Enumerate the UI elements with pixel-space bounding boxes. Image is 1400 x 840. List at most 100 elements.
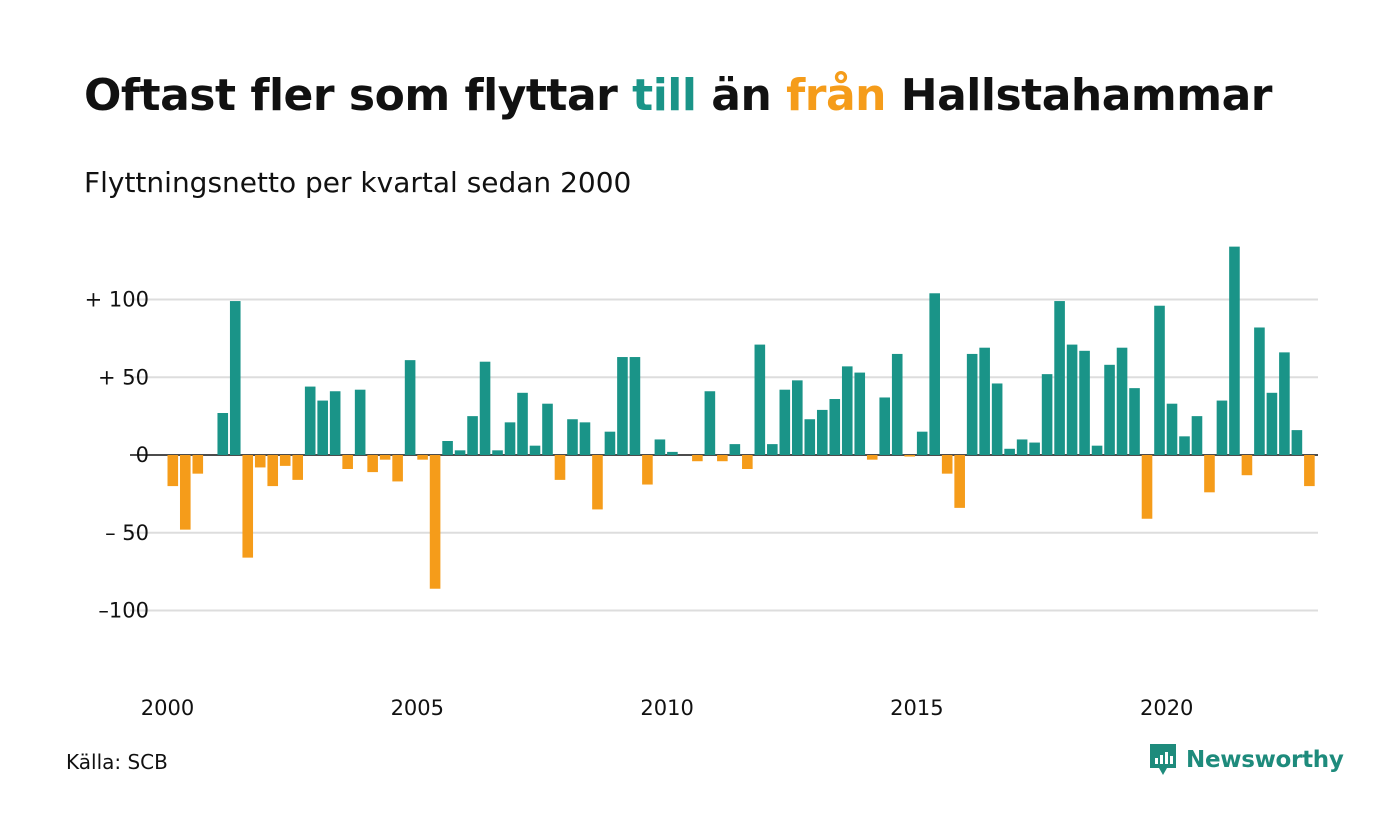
y-tick-label: – 50 (105, 521, 149, 545)
bar (392, 455, 403, 482)
bar (1141, 455, 1153, 519)
bar (529, 445, 541, 455)
y-tick-label: + 50 (98, 365, 149, 389)
bar (429, 455, 441, 589)
bar (517, 392, 528, 455)
bar (1166, 403, 1178, 455)
x-tick-label: 2020 (1140, 696, 1193, 720)
bar (1241, 455, 1253, 476)
y-tick-label: –100 (98, 599, 149, 623)
bar (292, 455, 303, 480)
bar (417, 455, 428, 460)
bar (1079, 350, 1090, 455)
bar (367, 455, 378, 473)
bar (254, 455, 266, 468)
bar (779, 389, 791, 455)
bar (1204, 455, 1215, 493)
bar (267, 455, 279, 487)
bar (792, 380, 803, 455)
x-tick-label: 2000 (141, 696, 194, 720)
bar (1216, 400, 1228, 455)
bar (1191, 416, 1203, 456)
bar (642, 455, 653, 485)
bar (929, 293, 940, 455)
bar (454, 450, 466, 455)
bar (592, 455, 603, 510)
bar (1104, 364, 1115, 455)
bar (1229, 246, 1240, 455)
bar (1054, 301, 1065, 455)
bar (379, 455, 391, 460)
bar (979, 347, 990, 455)
bar (1041, 374, 1053, 455)
bar (492, 450, 503, 455)
bar (1279, 352, 1290, 455)
bar (754, 344, 766, 456)
title-part-1: Oftast fler som flyttar (84, 70, 633, 121)
title-word-fran: från (786, 70, 886, 121)
bar (354, 389, 366, 455)
bar (729, 444, 741, 455)
bar (192, 455, 204, 474)
bar (717, 455, 728, 462)
bar (1116, 347, 1128, 455)
bar (304, 386, 316, 455)
bar (1291, 430, 1303, 455)
bar (1129, 388, 1140, 455)
x-tick-labels: 2000 2005 2010 2015 2020 (141, 696, 1194, 720)
bar (1091, 445, 1103, 455)
bar (442, 441, 453, 455)
bar (1016, 439, 1028, 455)
bar (1304, 455, 1315, 487)
bar (866, 455, 878, 460)
bar (179, 455, 191, 530)
bar (1254, 327, 1265, 455)
title-part-3: Hallstahammar (885, 70, 1273, 121)
y-tick-label: 0 (136, 443, 149, 467)
bar (742, 455, 753, 469)
bar (767, 444, 778, 455)
title-part-2: än (696, 70, 787, 121)
chart-title: Oftast fler som flyttar till än från Hal… (84, 70, 1272, 121)
bar (567, 419, 578, 456)
bar (479, 361, 491, 455)
bar (1066, 344, 1078, 456)
bar (242, 455, 254, 558)
bar (879, 397, 891, 455)
bar (554, 455, 566, 480)
bar (916, 431, 928, 455)
bar (279, 455, 291, 466)
bar (904, 455, 916, 457)
bar (829, 399, 841, 455)
y-tick-labels: + 100 + 50 0 – 50 –100 (85, 288, 149, 623)
bar (1029, 442, 1040, 455)
bar (229, 301, 241, 455)
brand-logo: Newsworthy (1148, 742, 1344, 778)
bar (504, 422, 516, 456)
bar (941, 455, 953, 474)
bar (854, 372, 866, 455)
bar (841, 366, 853, 455)
bar (704, 391, 716, 455)
source-note: Källa: SCB (66, 750, 168, 774)
bar (667, 451, 678, 455)
newsworthy-logo-icon (1150, 744, 1176, 775)
bar (542, 403, 553, 455)
title-word-till: till (632, 70, 697, 121)
bar (1154, 305, 1165, 455)
bar (404, 360, 416, 455)
bar (1179, 436, 1190, 455)
bars (167, 246, 1315, 589)
bar (1266, 392, 1278, 455)
bar (342, 455, 353, 469)
bar (991, 383, 1003, 455)
bar (604, 431, 616, 455)
x-tick-label: 2005 (391, 696, 444, 720)
bar (654, 439, 666, 455)
bar (1004, 448, 1015, 455)
bar (467, 416, 478, 456)
chart-subtitle: Flyttningsnetto per kvartal sedan 2000 (84, 166, 632, 199)
bar (329, 391, 341, 455)
y-tick-label: + 100 (85, 288, 149, 312)
bar (692, 455, 703, 462)
